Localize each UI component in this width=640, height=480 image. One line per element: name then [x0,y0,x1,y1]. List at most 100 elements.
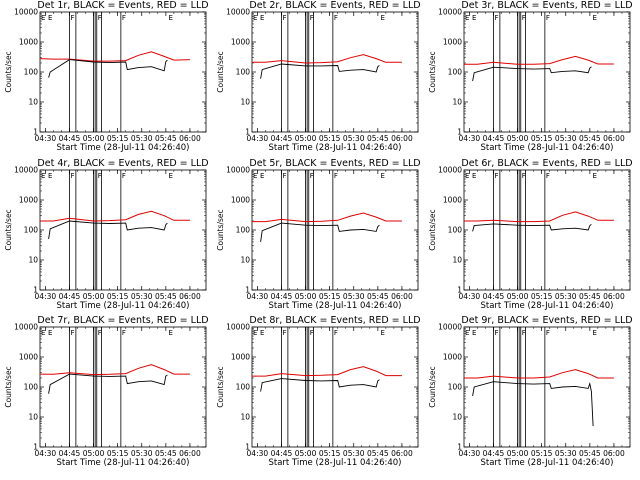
edge-flag: E [253,14,257,22]
y-axis-label: Counts/sec [4,51,13,92]
x-tick-label: 05:15 [319,449,341,458]
y-tick-label: 1000 [443,353,462,362]
top-flag: F [494,329,498,337]
x-tick-label: 05:00 [507,292,529,301]
series-lld-line [464,369,614,379]
plot-frame [39,169,207,291]
plot-frame [39,326,207,448]
x-tick-label: 05:45 [579,292,601,301]
x-tick-label: 05:30 [131,134,153,143]
top-flag: E [260,172,264,180]
panel-3: Det 3r, BLACK = Events, RED = LLD 1 10 100 1… [428,0,633,153]
panel-title: Det 6r, BLACK = Events, RED = LLD [461,158,632,169]
panel-4: Det 4r, BLACK = Events, RED = LLD 1 10 100 1… [4,158,209,311]
x-tick-label: 05:45 [155,449,177,458]
series-lld-line [40,210,190,222]
y-tick-label: 10000 [14,166,38,175]
top-flag: F [334,329,338,337]
edge-flag: E [465,172,469,180]
y-tick-label: 10000 [438,166,462,175]
edge-flag: E [465,329,469,337]
y-tick-label: 100 [448,226,463,235]
top-flag: F [494,14,498,22]
y-axis-label: Counts/sec [4,366,13,407]
top-flag: E [380,172,384,180]
y-tick-label: 10000 [226,8,250,17]
top-flag: F [282,14,286,22]
y-tick-label: 100 [24,68,39,77]
x-tick-label: 06:00 [603,134,625,143]
x-tick-label: 06:00 [391,134,413,143]
top-flag: E [168,14,172,22]
panel-title: Det 7r, BLACK = Events, RED = LLD [37,315,208,326]
y-tick-label: 1 [457,128,462,137]
y-tick-label: 1000 [231,353,250,362]
top-flag: E [168,329,172,337]
x-tick-label: 05:30 [555,449,577,458]
x-tick-label: 04:30 [247,449,269,458]
top-flag: F [310,329,314,337]
y-tick-label: 1 [33,286,38,295]
x-tick-label: 04:45 [271,292,293,301]
x-tick-label: 05:00 [295,134,317,143]
top-flag: F [546,329,550,337]
edge-flag: E [465,14,469,22]
y-tick-label: 10000 [14,323,38,332]
x-tick-label: 05:00 [295,292,317,301]
x-tick-label: 04:30 [459,449,481,458]
top-flag: F [522,329,526,337]
panel-8: Det 8r, BLACK = Events, RED = LLD 1 10 100 1… [216,315,421,468]
y-tick-label: 10 [452,256,462,265]
panel-title: Det 3r, BLACK = Events, RED = LLD [461,0,632,11]
top-flag: E [472,329,476,337]
x-tick-label: 05:00 [83,292,105,301]
x-tick-label: 06:00 [603,449,625,458]
y-axis-label: Counts/sec [428,51,437,92]
series-events-line [48,59,168,78]
series-lld-line [252,212,402,223]
series-events-line [472,66,592,82]
y-axis-label: Counts/sec [428,366,437,407]
top-flag: E [472,14,476,22]
y-tick-label: 100 [236,383,251,392]
series-events-line [260,63,380,79]
y-axis-label: Counts/sec [4,209,13,250]
x-axis-label: Start Time (28-Jul-11 04:26:40) [57,301,190,311]
y-tick-label: 10000 [438,323,462,332]
series-lld-line [252,54,402,64]
panel-title: Det 8r, BLACK = Events, RED = LLD [249,315,420,326]
x-tick-label: 05:15 [531,134,553,143]
y-tick-label: 10000 [438,8,462,17]
x-tick-label: 05:45 [155,292,177,301]
y-tick-label: 10 [28,98,38,107]
x-tick-label: 04:45 [59,449,81,458]
y-tick-label: 100 [448,383,463,392]
edge-flag: E [253,172,257,180]
x-axis-label: Start Time (28-Jul-11 04:26:40) [57,143,190,153]
series-lld-line [464,211,614,223]
y-tick-label: 1 [245,128,250,137]
y-tick-label: 1 [457,286,462,295]
y-tick-label: 1000 [231,38,250,47]
x-tick-label: 04:45 [271,449,293,458]
top-flag: F [494,172,498,180]
top-flag: F [98,329,102,337]
x-tick-label: 05:15 [319,134,341,143]
x-tick-label: 04:45 [483,292,505,301]
x-tick-label: 04:30 [247,134,269,143]
x-tick-label: 04:30 [459,134,481,143]
top-flag: E [48,329,52,337]
x-tick-label: 05:15 [319,292,341,301]
panel-9: Det 9r, BLACK = Events, RED = LLD 1 10 100 1… [428,315,633,468]
top-flag: E [260,14,264,22]
x-tick-label: 05:30 [555,292,577,301]
y-tick-label: 1000 [19,196,38,205]
top-flag: E [592,329,596,337]
top-flag: F [70,14,74,22]
panel-1: Det 1r, BLACK = Events, RED = LLD 1 10 100 1… [4,0,209,153]
y-axis-label: Counts/sec [216,209,225,250]
top-flag: F [546,172,550,180]
top-flag: F [122,329,126,337]
y-axis-label: Counts/sec [216,51,225,92]
